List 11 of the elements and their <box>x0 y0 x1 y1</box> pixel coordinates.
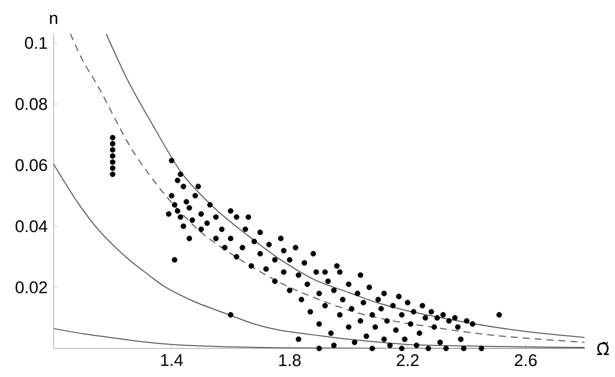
x-tick-label: 2.6 <box>514 354 537 366</box>
y-tick-label: 0.08 <box>16 98 48 110</box>
y-tick-label: 0.02 <box>16 281 47 294</box>
x-axis-title: Ω̃ <box>597 342 609 355</box>
x-tick-label: 1.4 <box>161 354 183 366</box>
y-axis-title: n <box>50 14 58 24</box>
x-tick-label: 2.2 <box>396 354 419 366</box>
y-tick-label: 0.06 <box>16 159 48 171</box>
x-tick-label: 1.8 <box>279 354 301 366</box>
y-tick-label: 0.04 <box>16 220 48 232</box>
y-tick-label: 0.1 <box>24 36 47 49</box>
